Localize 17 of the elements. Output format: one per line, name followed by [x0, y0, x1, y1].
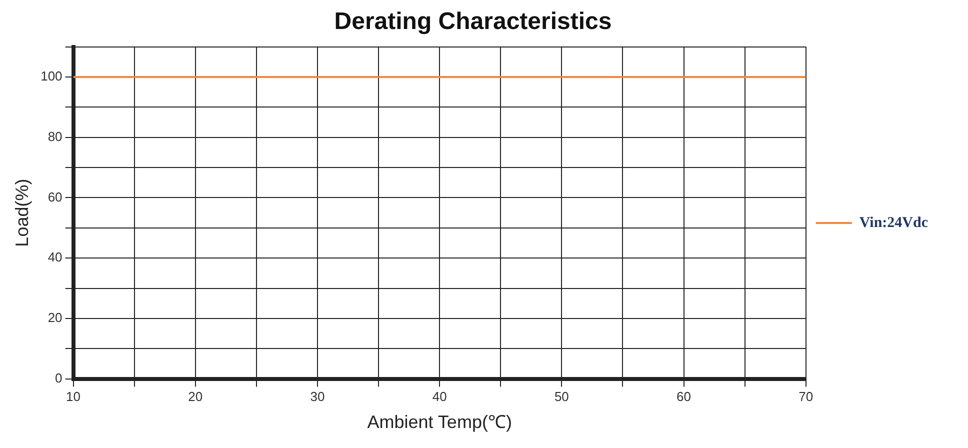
x-tick-label: 60: [676, 389, 692, 404]
y-tick-label: 40: [48, 250, 62, 265]
y-tick-label: 100: [40, 68, 62, 84]
y-tick-label: 80: [48, 128, 62, 144]
x-tick-label: 40: [432, 389, 447, 404]
legend-label: Vin:24Vdc: [859, 214, 928, 231]
x-tick-label: 20: [188, 389, 203, 404]
chart-title: Derating Characteristics: [334, 8, 612, 36]
x-tick-label: 10: [66, 389, 81, 404]
y-tick-label: 0: [55, 370, 62, 386]
x-tick-label: 50: [554, 389, 569, 404]
y-axis-title: Load(%): [12, 178, 32, 247]
x-tick-label: 30: [310, 389, 325, 404]
y-tick-label: 20: [48, 310, 62, 326]
x-axis-title: Ambient Temp(℃): [367, 412, 512, 432]
x-tick-label: 70: [798, 389, 814, 404]
y-tick-label: 60: [48, 189, 62, 204]
